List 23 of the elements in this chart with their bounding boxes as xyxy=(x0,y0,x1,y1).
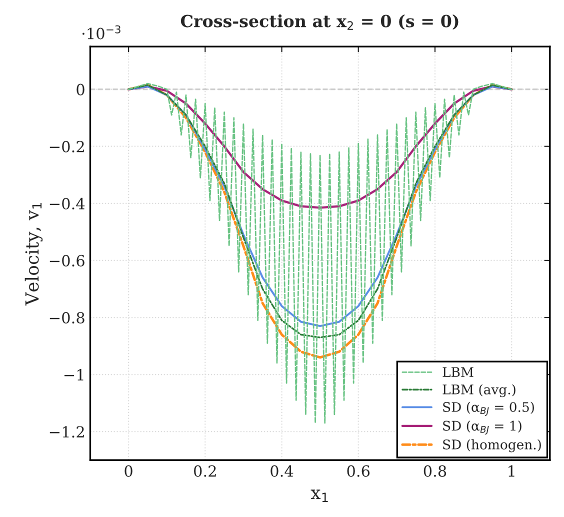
y-tick-label: −1.2 xyxy=(50,426,84,438)
x-axis-title: x$_{1}$ xyxy=(310,490,328,502)
y-tick-label: 0 xyxy=(76,84,84,96)
y-axis-title: Velocity, v$_{1}$ xyxy=(24,202,43,306)
legend-label: LBM xyxy=(442,367,474,377)
legend-label: SD (α$_{BJ}$ = 1) xyxy=(443,420,522,435)
chart-title: Cross-section at x$_{2}$ = 0 (s = 0) xyxy=(180,14,458,30)
y-tick-label: −0.8 xyxy=(50,312,84,324)
text: ·10$^{−3}$ xyxy=(82,25,120,40)
legend-label: SD (α$_{BJ}$ = 0.5) xyxy=(443,402,534,416)
legend-label: SD (homogen.) xyxy=(443,439,541,452)
y-tick-label: −0.2 xyxy=(50,140,84,152)
x-tick-label: 0.4 xyxy=(270,465,294,477)
x-tick-label: 0.2 xyxy=(194,465,216,477)
y-tick-label: −0.4 xyxy=(50,198,85,210)
legend-label: LBM (avg.) xyxy=(442,384,516,398)
x-tick-label: 0 xyxy=(124,465,132,477)
x-tick-label: 0.6 xyxy=(347,465,370,477)
line-series xyxy=(127,85,513,209)
x-tick-label: 1 xyxy=(508,465,514,477)
x-tick-label: 0.8 xyxy=(424,465,446,477)
y-tick-label: −0.6 xyxy=(50,254,84,266)
y-tick-label: −1 xyxy=(64,369,84,380)
